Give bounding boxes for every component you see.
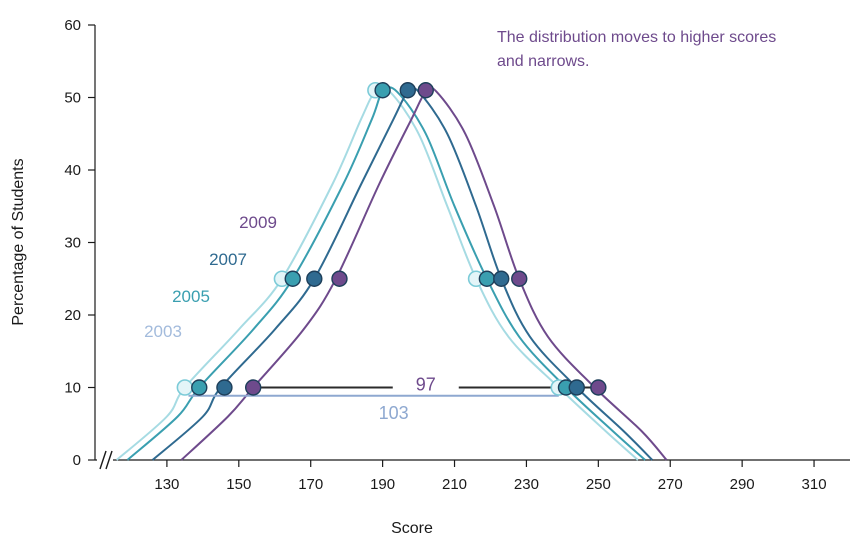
range-label: 103: [379, 403, 409, 423]
point-2005: [191, 379, 208, 396]
point-2005: [284, 270, 301, 287]
point-2007: [493, 270, 510, 287]
point-2007: [306, 270, 323, 287]
point-2005: [374, 82, 391, 99]
y-tick-label: 40: [64, 162, 81, 179]
series-label-2003: 2003: [144, 322, 182, 341]
point-2009: [417, 82, 434, 99]
point-2007: [216, 379, 233, 396]
point-2003: [176, 379, 194, 396]
series-line-2003: [115, 86, 639, 461]
x-tick-label: 250: [586, 476, 611, 493]
y-tick-label: 60: [64, 17, 81, 34]
series-labels: 2003 2005 2007 2009: [144, 213, 277, 341]
series-label-2007: 2007: [209, 250, 247, 269]
x-tick-label: 130: [154, 476, 179, 493]
y-tick-label: 30: [64, 235, 81, 252]
series-markers: [176, 81, 607, 396]
range-bars: 97 103: [188, 375, 599, 423]
y-axis-title: Percentage of Students: [10, 158, 27, 325]
y-tick-label: 10: [64, 380, 81, 397]
x-tick-label: 210: [442, 476, 467, 493]
y-tick-label: 20: [64, 307, 81, 324]
point-2005: [478, 270, 496, 287]
series-label-2005: 2005: [172, 287, 210, 306]
axis-break-icon: [97, 449, 113, 471]
x-ticks: 130 150 170 190 210 230 250 270 290 310: [154, 460, 827, 493]
y-tick-label: 0: [73, 452, 81, 469]
x-tick-label: 290: [730, 476, 755, 493]
y-ticks: 0 10 20 30 40 50 60: [64, 17, 95, 469]
x-tick-label: 230: [514, 476, 539, 493]
annotation: The distribution moves to higher scores a…: [497, 29, 776, 70]
point-2009: [590, 379, 607, 396]
point-2009: [244, 379, 262, 396]
x-tick-label: 270: [658, 476, 683, 493]
x-tick-label: 190: [370, 476, 395, 493]
point-2007: [399, 82, 416, 99]
series-label-2009: 2009: [239, 213, 277, 232]
range-label: 97: [416, 375, 436, 395]
y-tick-label: 50: [64, 90, 81, 107]
point-2009: [331, 270, 348, 287]
x-tick-label: 170: [298, 476, 323, 493]
point-2009: [511, 270, 528, 287]
x-tick-label: 310: [802, 476, 827, 493]
point-2007: [568, 379, 585, 396]
x-tick-label: 150: [226, 476, 251, 493]
x-axis-title: Score: [391, 520, 433, 537]
